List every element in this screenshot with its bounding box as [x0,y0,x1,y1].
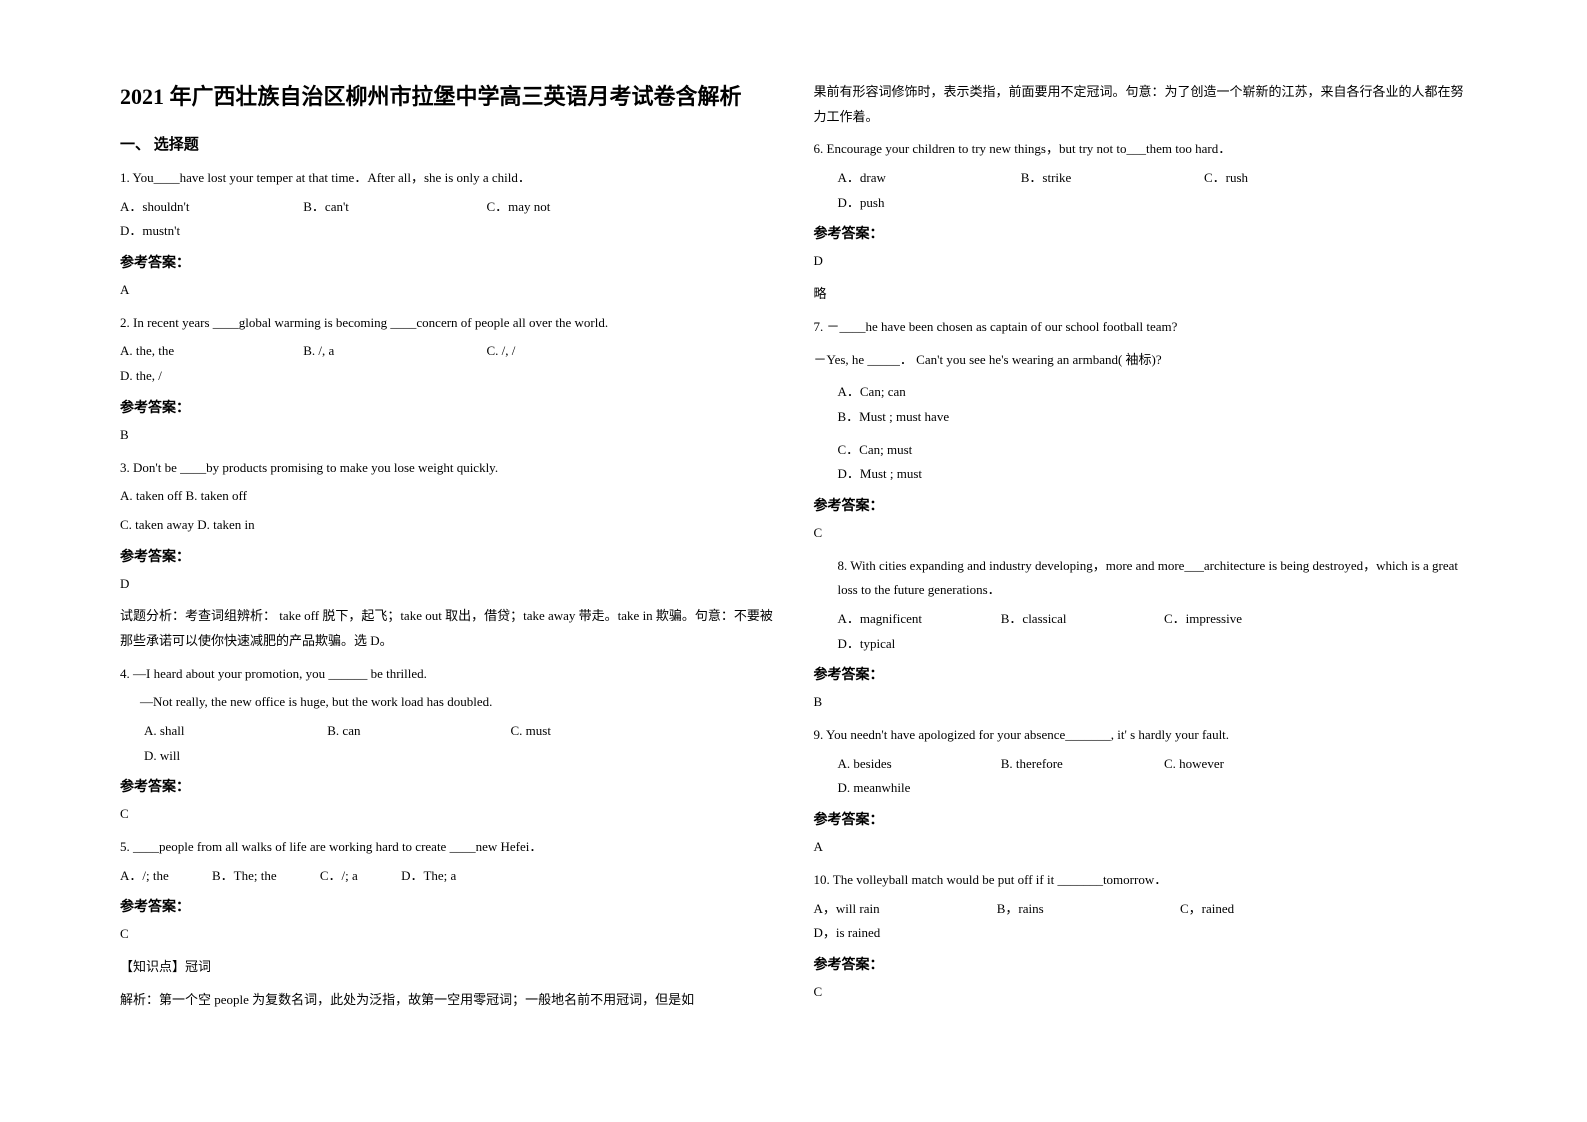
q5-text: 5. ____people from all walks of life are… [120,835,774,860]
q4-opt-b: B. can [327,719,467,744]
q10-answer-label: 参考答案： [814,954,1468,974]
q4-opt-d: D. will [144,744,284,769]
q6-answer: D [814,249,1468,274]
q3-text: 3. Don't be ____by products promising to… [120,456,774,481]
q6-answer-label: 参考答案： [814,223,1468,243]
q6-opt-c: C．rush [1204,166,1344,191]
q5-answer: C [120,922,774,947]
q10-opt-c: C，rained [1180,897,1320,922]
q2-opt-d: D. the, / [120,364,260,389]
q6-opt-b: B．strike [1021,166,1161,191]
q8-opt-b: B．classical [1001,607,1121,632]
q5-opt-d: D．The; a [401,864,456,889]
q8-opt-c: C．impressive [1164,607,1284,632]
q7-answer-label: 参考答案： [814,495,1468,515]
q8-answer-label: 参考答案： [814,664,1468,684]
q1-text: 1. You____have lost your temper at that … [120,166,774,191]
q6-text: 6. Encourage your children to try new th… [814,137,1468,162]
q9-answer: A [814,835,1468,860]
q9-options: A. besides B. therefore C. however D. me… [814,752,1468,801]
q1-opt-b: B．can't [303,195,443,220]
q3-answer: D [120,572,774,597]
q8-opt-a: A．magnificent [838,607,958,632]
q1-opt-d: D．mustn't [120,219,260,244]
q4-opt-c: C. must [511,719,651,744]
q7-text: 7. －____he have been chosen as captain o… [814,315,1468,340]
q8-text: 8. With cities expanding and industry de… [814,554,1468,603]
q2-opt-c: C. /, / [487,339,627,364]
q7-text2: －Yes, he _____． Can't you see he's weari… [814,348,1468,373]
q7-opt-d: D．Must ; must [838,462,1118,487]
col2-top: 果前有形容词修饰时，表示类指，前面要用不定冠词。句意：为了创造一个崭新的江苏，来… [814,80,1468,129]
q5-knowledge: 【知识点】冠词 [120,955,774,980]
q10-answer: C [814,980,1468,1005]
q9-text: 9. You needn't have apologized for your … [814,723,1468,748]
q1-options: A．shouldn't B．can't C．may not D．mustn't [120,195,774,244]
q2-text: 2. In recent years ____global warming is… [120,311,774,336]
q8-options: A．magnificent B．classical C．impressive D… [814,607,1468,656]
q4-options: A. shall B. can C. must D. will [120,719,774,768]
q5-options: A．/; the B．The; the C．/; a D．The; a [120,864,774,889]
q5-opt-c: C．/; a [320,864,358,889]
q5-opt-b: B．The; the [212,864,277,889]
q3-answer-label: 参考答案： [120,546,774,566]
q9-opt-d: D. meanwhile [838,776,958,801]
q4-opt-a: A. shall [144,719,284,744]
q3-opts2: C. taken away D. taken in [120,513,774,538]
q5-explain: 解析：第一个空 people 为复数名词，此处为泛指，故第一空用零冠词；一般地名… [120,988,774,1013]
left-column: 2021 年广西壮族自治区柳州市拉堡中学高三英语月考试卷含解析 一、 选择题 1… [100,80,794,1082]
q6-options: A．draw B．strike C．rush D．push [814,166,1468,215]
section-header: 一、 选择题 [120,133,774,154]
q6-opt-a: A．draw [838,166,978,191]
q7-opt-b: B．Must ; must have [838,405,1118,430]
q9-opt-a: A. besides [838,752,958,777]
q4-answer-label: 参考答案： [120,776,774,796]
q4-text2: —Not really, the new office is huge, but… [120,690,774,715]
q3-opts1: A. taken off B. taken off [120,484,774,509]
q1-answer: A [120,278,774,303]
q7-options-row1: A．Can; can B．Must ; must have [814,380,1468,429]
q4-text: 4. —I heard about your promotion, you __… [120,662,774,687]
q7-opt-a: A．Can; can [838,380,1118,405]
q1-answer-label: 参考答案： [120,252,774,272]
q4-answer: C [120,802,774,827]
q10-opt-d: D，is rained [814,921,954,946]
q8-opt-d: D．typical [838,632,958,657]
q6-opt-d: D．push [838,191,978,216]
q5-answer-label: 参考答案： [120,896,774,916]
q10-options: A，will rain B，rains C，rained D，is rained [814,897,1468,946]
q9-opt-c: C. however [1164,752,1284,777]
q2-opt-a: A. the, the [120,339,260,364]
q10-text: 10. The volleyball match would be put of… [814,868,1468,893]
q7-options-row2: C．Can; must D．Must ; must [814,438,1468,487]
q9-opt-b: B. therefore [1001,752,1121,777]
q2-opt-b: B. /, a [303,339,443,364]
q1-opt-c: C．may not [487,195,627,220]
q2-answer-label: 参考答案： [120,397,774,417]
document-title: 2021 年广西壮族自治区柳州市拉堡中学高三英语月考试卷含解析 [120,80,774,113]
q1-opt-a: A．shouldn't [120,195,260,220]
q7-answer: C [814,521,1468,546]
q7-opt-c: C．Can; must [838,438,1118,463]
q10-opt-b: B，rains [997,897,1137,922]
q5-opt-a: A．/; the [120,864,169,889]
q10-opt-a: A，will rain [814,897,954,922]
q2-options: A. the, the B. /, a C. /, / D. the, / [120,339,774,388]
q9-answer-label: 参考答案： [814,809,1468,829]
q8-answer: B [814,690,1468,715]
q2-answer: B [120,423,774,448]
q6-note: 略 [814,282,1468,307]
right-column: 果前有形容词修饰时，表示类指，前面要用不定冠词。句意：为了创造一个崭新的江苏，来… [794,80,1488,1082]
q3-explain: 试题分析：考查词组辨析： take off 脱下，起飞；take out 取出，… [120,604,774,653]
